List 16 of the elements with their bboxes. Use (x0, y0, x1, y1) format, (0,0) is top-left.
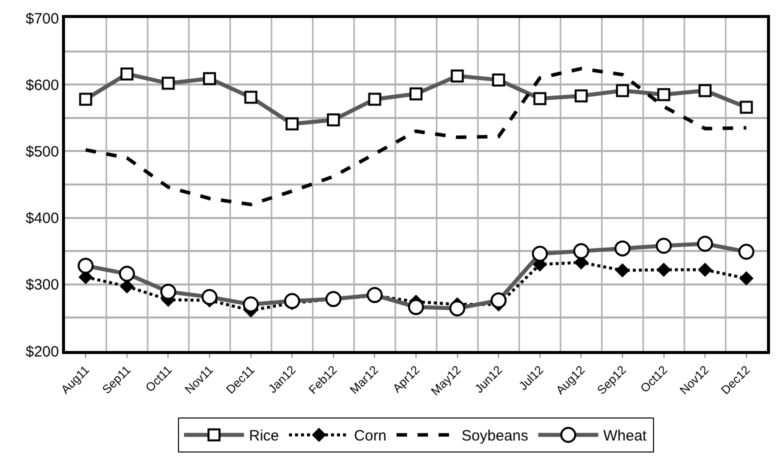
y-tick-label: $500 (26, 143, 59, 160)
legend-label: Wheat (603, 428, 648, 445)
point (615, 263, 630, 278)
y-tick-label: $200 (26, 343, 59, 360)
point (120, 279, 134, 294)
y-tick-label: $700 (26, 10, 59, 28)
legend-label: Rice (249, 428, 280, 445)
point (739, 271, 754, 286)
y-tick-label: $600 (26, 76, 59, 94)
legend-label: Corn (354, 428, 387, 445)
legend-label: Soybeans (462, 428, 528, 445)
y-tick-label: $300 (26, 276, 59, 294)
y-tick-label: $400 (26, 210, 59, 228)
line-series (84, 66, 748, 206)
point (656, 262, 671, 277)
point (698, 262, 712, 277)
